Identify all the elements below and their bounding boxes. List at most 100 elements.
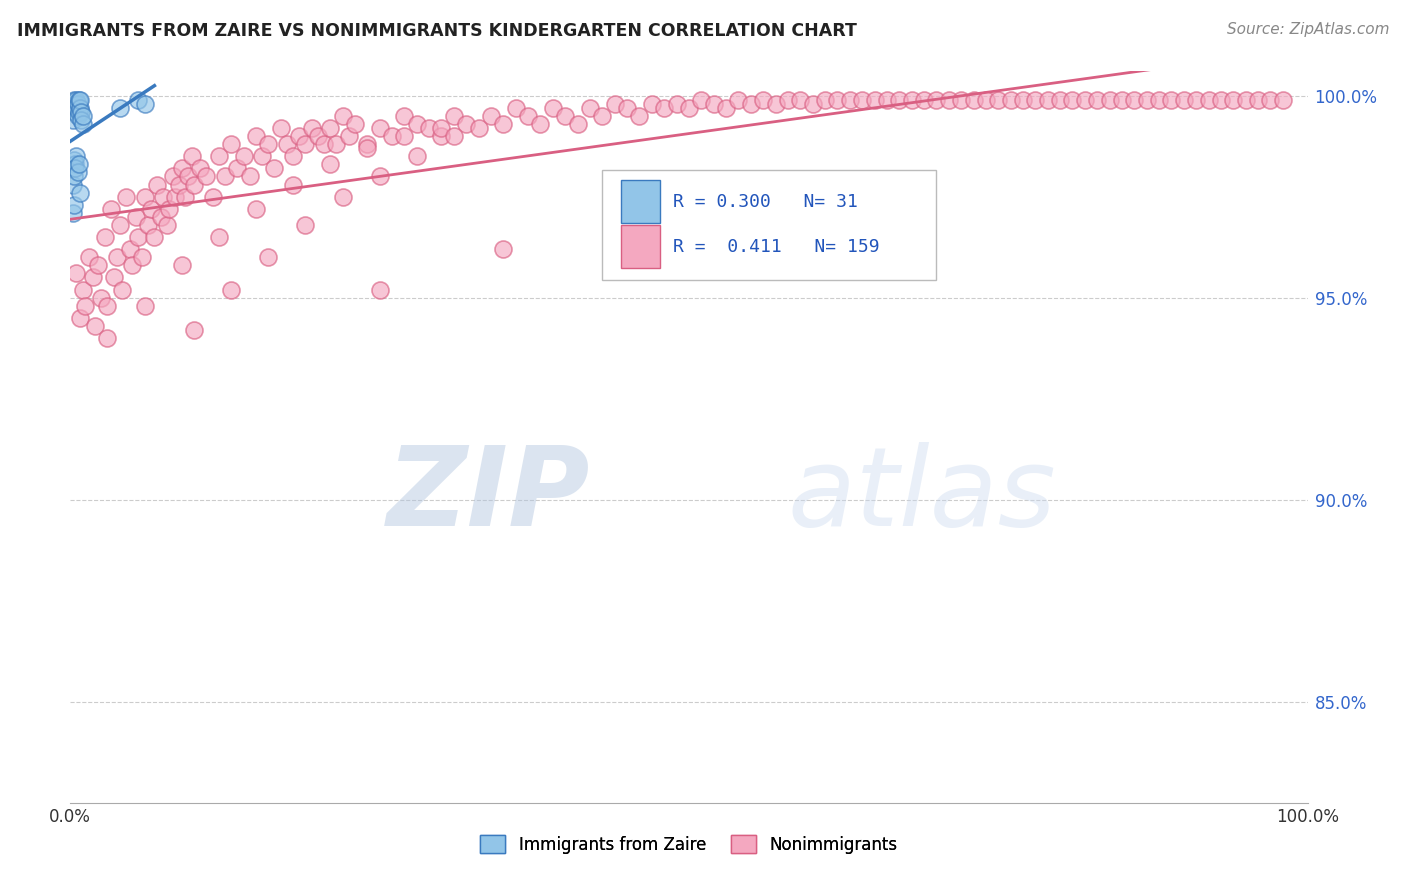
Point (77, 250, 100, 264)
Point (1209, 93, 1232, 107)
Point (456, 117, 478, 131)
Point (65, 157, 87, 171)
Point (226, 161, 249, 176)
Point (889, 93, 911, 107)
Point (912, 93, 935, 107)
Point (765, 96, 787, 111)
Point (86, 258, 108, 272)
Point (208, 230, 231, 244)
Point (1024, 93, 1046, 107)
Point (69, 101, 91, 115)
Point (801, 96, 824, 111)
Point (105, 250, 128, 264)
Point (111, 283, 134, 297)
Point (195, 169, 218, 184)
Point (121, 258, 143, 272)
Point (174, 189, 197, 203)
Point (814, 93, 837, 107)
Point (257, 250, 280, 264)
Point (170, 258, 193, 272)
Point (288, 128, 311, 143)
Point (245, 128, 267, 143)
Text: Source: ZipAtlas.com: Source: ZipAtlas.com (1226, 22, 1389, 37)
Point (250, 149, 273, 163)
Point (134, 189, 156, 203)
Point (108, 218, 131, 232)
Point (356, 141, 378, 155)
Point (851, 93, 873, 107)
Point (276, 137, 298, 152)
Point (628, 109, 651, 123)
Point (714, 101, 737, 115)
Point (167, 178, 190, 192)
Point (579, 101, 602, 115)
Point (1111, 93, 1133, 107)
Point (219, 283, 242, 297)
Point (1160, 93, 1182, 107)
Point (776, 93, 799, 107)
Point (690, 93, 713, 107)
Point (467, 120, 489, 135)
Point (180, 149, 202, 163)
Text: R =  0.411   N= 159: R = 0.411 N= 159 (673, 238, 880, 256)
Point (430, 128, 453, 143)
Point (900, 93, 922, 107)
Point (63, 101, 86, 115)
Point (1222, 93, 1244, 107)
Point (492, 242, 515, 256)
Point (65, 149, 87, 163)
Point (63, 198, 86, 212)
Point (131, 250, 153, 264)
Point (270, 120, 292, 135)
Point (541, 101, 564, 115)
Point (312, 137, 335, 152)
Point (665, 96, 688, 111)
Point (1049, 93, 1071, 107)
Point (838, 93, 860, 107)
Point (149, 210, 172, 224)
Point (1198, 93, 1220, 107)
Point (183, 323, 205, 337)
Point (67, 157, 90, 171)
Point (69, 93, 91, 107)
Point (219, 137, 242, 152)
Point (343, 117, 366, 131)
Point (517, 109, 540, 123)
Text: ZIP: ZIP (387, 442, 591, 549)
Point (1260, 93, 1282, 107)
Point (72, 109, 94, 123)
Point (727, 93, 749, 107)
Point (134, 299, 156, 313)
Point (368, 169, 391, 184)
Point (188, 161, 211, 176)
FancyBboxPatch shape (602, 170, 936, 280)
Point (405, 149, 427, 163)
FancyBboxPatch shape (621, 180, 661, 223)
Point (1000, 93, 1022, 107)
Point (165, 189, 187, 203)
Point (70, 104, 93, 119)
Point (125, 210, 148, 224)
Point (332, 109, 354, 123)
Point (752, 93, 775, 107)
Point (394, 109, 416, 123)
Point (127, 230, 149, 244)
Point (281, 149, 304, 163)
Point (974, 93, 997, 107)
Point (65, 161, 87, 176)
Point (263, 161, 285, 176)
Point (257, 137, 280, 152)
Point (65, 101, 87, 115)
Point (69, 310, 91, 325)
Point (307, 128, 329, 143)
Point (554, 109, 576, 123)
Point (394, 128, 416, 143)
Point (368, 120, 391, 135)
Point (103, 270, 125, 285)
Point (405, 117, 427, 131)
Point (1085, 93, 1108, 107)
Point (72, 283, 94, 297)
Point (938, 93, 960, 107)
FancyBboxPatch shape (621, 226, 661, 268)
Point (115, 189, 138, 203)
